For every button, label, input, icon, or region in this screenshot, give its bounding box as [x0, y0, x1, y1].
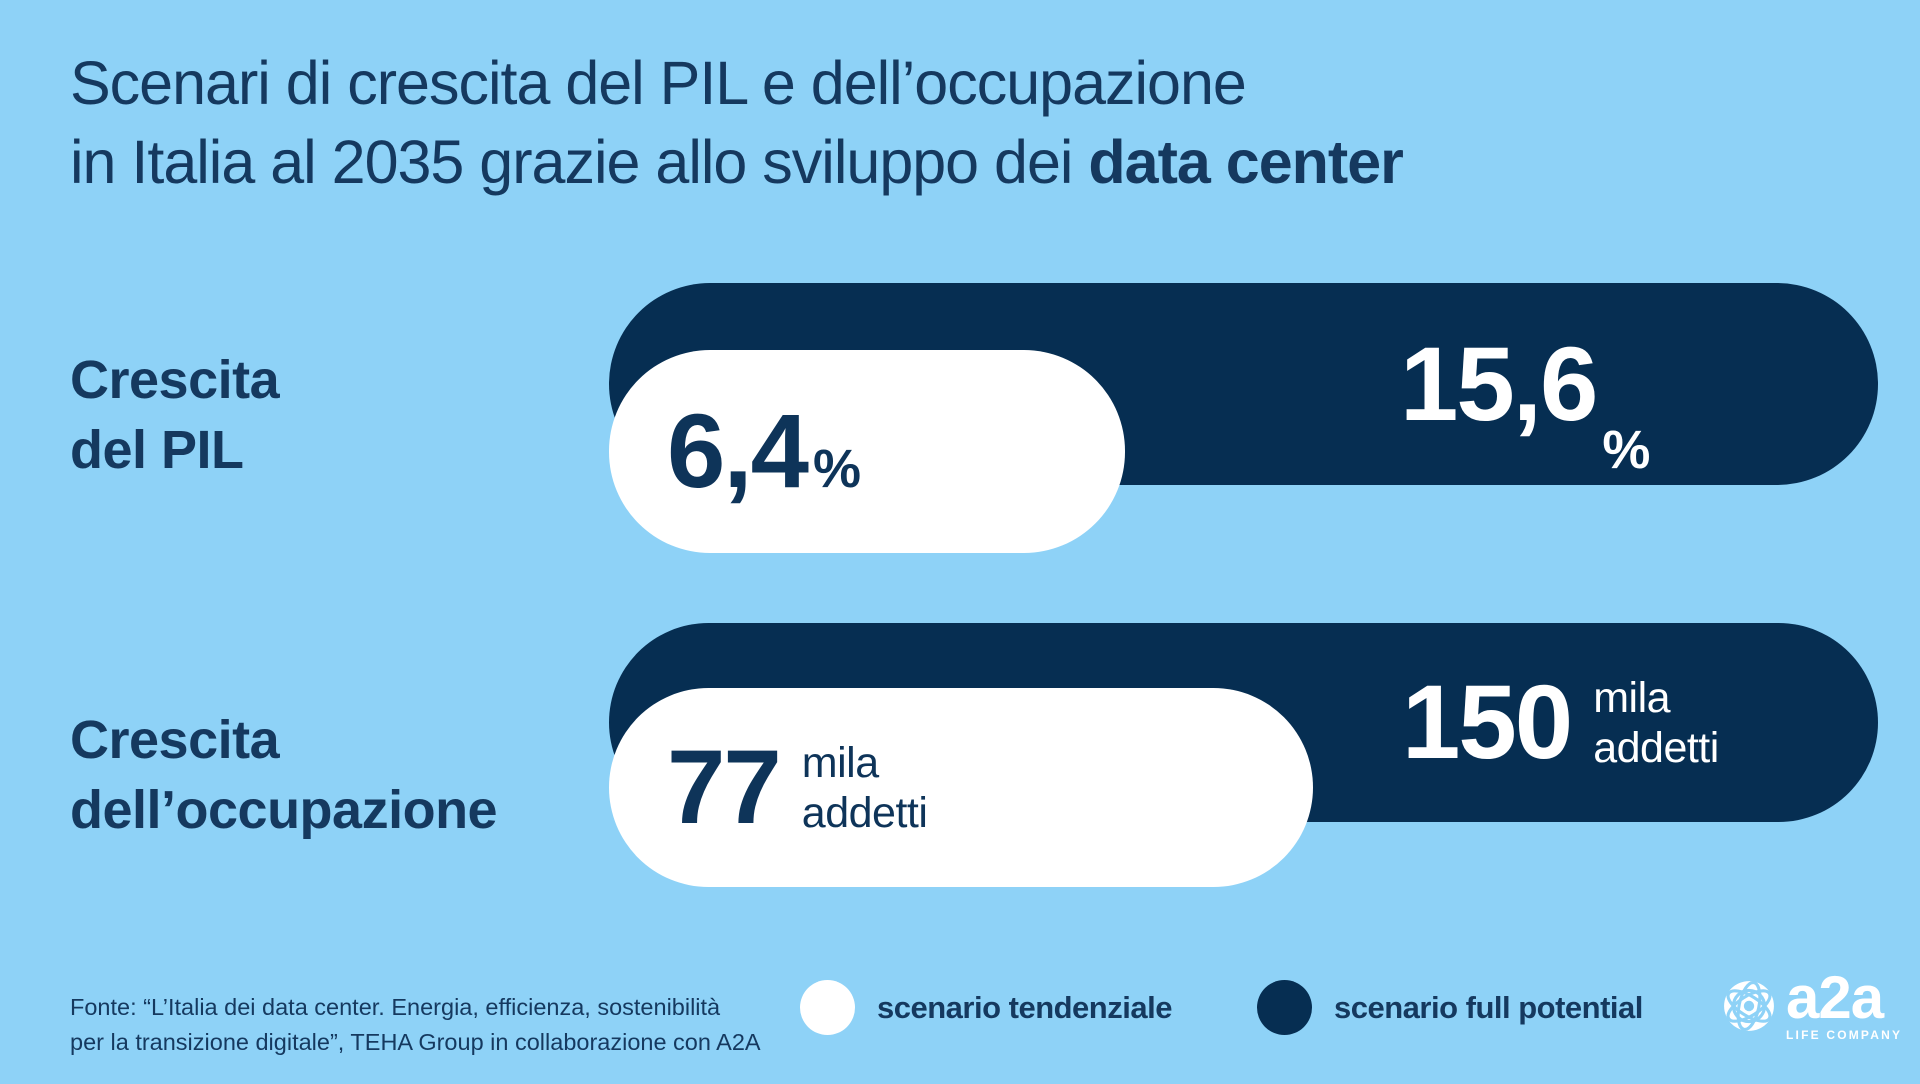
value-occ-full-unit-line1: mila	[1593, 673, 1671, 722]
value-occ-full-unit-line2: addetti	[1593, 723, 1719, 772]
value-occ-full-unit: mila addetti	[1593, 673, 1719, 773]
title-line-2-text: in Italia al 2035 grazie allo sviluppo d…	[70, 128, 1089, 196]
source-line-1: Fonte: “L’Italia dei data center. Energi…	[70, 994, 721, 1020]
legend-swatch-tendenziale	[800, 980, 855, 1035]
value-occ-full-potential: 150 mila addetti	[1402, 623, 1719, 822]
row-label-pil-line1: Crescita	[70, 350, 280, 410]
value-occ-tendenziale: 77 mila addetti	[667, 729, 928, 846]
title-line-2-bold: data center	[1088, 128, 1403, 196]
value-occ-tend-unit: mila addetti	[802, 738, 928, 838]
value-pil-full-number: 15,6	[1400, 325, 1598, 443]
row-label-pil: Crescita del PIL	[70, 345, 280, 485]
legend-label-tendenziale: scenario tendenziale	[877, 989, 1172, 1025]
row-label-occ-line2: dell’occupazione	[70, 780, 498, 840]
row-label-pil-line2: del PIL	[70, 420, 244, 480]
bar-occ-tendenziale: 77 mila addetti	[609, 688, 1313, 887]
value-occ-full-number: 150	[1402, 664, 1573, 781]
value-pil-tendenziale: 6,4%	[667, 399, 861, 504]
value-pil-full-unit: %	[1602, 420, 1651, 480]
page-title: Scenari di crescita del PIL e dell’occup…	[70, 44, 1404, 202]
legend-label-full-potential: scenario full potential	[1334, 989, 1643, 1025]
value-occ-tend-unit-line1: mila	[801, 738, 879, 787]
legend-swatch-full-potential	[1257, 980, 1312, 1035]
value-pil-tend-unit: %	[812, 439, 861, 499]
a2a-tagline: LIFE COMPANY	[1786, 1027, 1903, 1042]
title-line-2: in Italia al 2035 grazie allo sviluppo d…	[70, 123, 1404, 202]
legend-item-full-potential: scenario full potential	[1257, 980, 1643, 1035]
source-line-2: per la transizione digitale”, TEHA Group…	[70, 1029, 761, 1055]
a2a-globe-icon	[1724, 980, 1774, 1032]
legend-item-tendenziale: scenario tendenziale	[800, 980, 1172, 1035]
value-occ-tend-number: 77	[667, 729, 782, 846]
a2a-logo: a2a LIFE COMPANY	[1722, 964, 1903, 1042]
a2a-wordmark: a2a	[1786, 964, 1884, 1031]
row-label-occupazione: Crescita dell’occupazione	[70, 705, 498, 845]
value-pil-tend-number: 6,4	[667, 393, 809, 510]
value-occ-tend-unit-line2: addetti	[801, 788, 928, 837]
title-line-1: Scenari di crescita del PIL e dell’occup…	[70, 49, 1247, 117]
source-note: Fonte: “L’Italia dei data center. Energi…	[70, 990, 761, 1060]
row-label-occ-line1: Crescita	[70, 710, 280, 770]
bar-pil-tendenziale: 6,4%	[609, 350, 1125, 553]
value-pil-full-potential: 15,6%	[1400, 283, 1650, 485]
a2a-logo-text: a2a LIFE COMPANY	[1786, 964, 1903, 1042]
